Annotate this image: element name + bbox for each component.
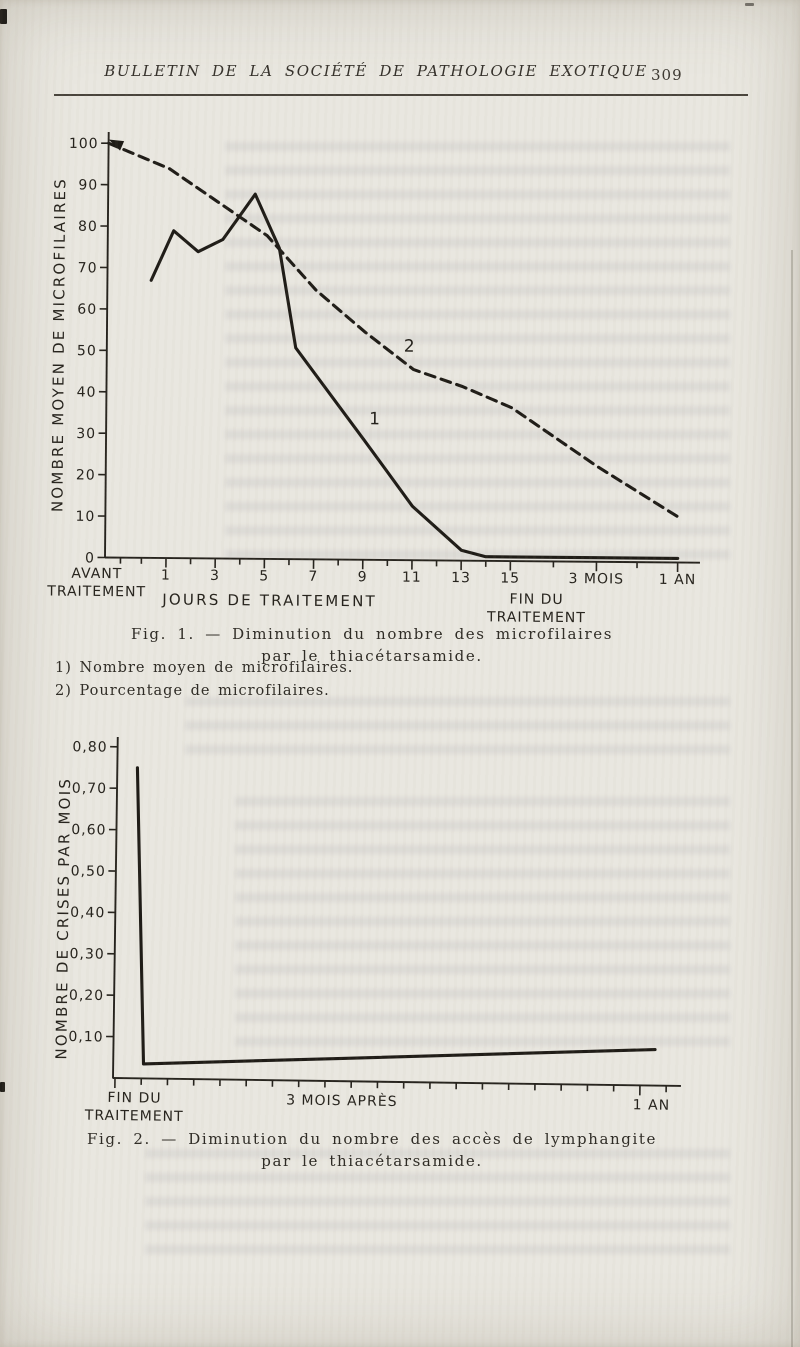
fig1-x-tick-label: 15 — [500, 570, 520, 586]
fig1-series-1-label: 1 — [369, 409, 380, 429]
fig2-x-axis — [112, 1077, 681, 1087]
fig2-y-tick-label: 0,10 — [68, 1029, 103, 1045]
fig1-x-end-label: TRAITEMENT — [486, 609, 586, 626]
fig1-legend-item-1: 1) Nombre moyen de microfilaires. — [55, 660, 354, 676]
fig2-x-tick-label: TRAITEMENT — [84, 1108, 184, 1125]
scan-speck — [0, 9, 7, 24]
fig2-y-tick-label: 0,80 — [72, 739, 107, 755]
fig1-x-tick-label: 5 — [259, 568, 269, 584]
fig2-x-tick-label: 1 AN — [633, 1097, 671, 1114]
fig1-series-2-label: 2 — [404, 337, 415, 357]
fig2-x-tick-label: 3 MOIS APRÈS — [286, 1091, 398, 1110]
fig2-x-tick-label: FIN DU — [107, 1090, 161, 1107]
fig2-y-tick-label: 0,70 — [72, 781, 107, 797]
fig1-legend: 1) Nombre moyen de microfilaires. 2) Pou… — [55, 657, 353, 703]
fig1-x-axis — [104, 556, 700, 564]
page-edge-shadow — [791, 250, 793, 1347]
fig1-y-axis — [104, 132, 110, 559]
fig2-plot: 0,80 0,70 0,60 0,50 0,40 0,30 0,20 0,10 FIN DUTR… — [52, 737, 681, 1125]
fig1-x-tick-label: 3 MOIS — [569, 571, 625, 587]
fig2-y-axis — [112, 737, 119, 1079]
fig1-y-tick-label: 40 — [77, 385, 97, 401]
fig1-x-tick-label: 11 — [402, 570, 422, 586]
fig1-x-tick-label: 9 — [358, 569, 368, 585]
scan-speck — [745, 3, 754, 6]
header-rule — [54, 94, 748, 96]
page-number: 309 — [651, 66, 683, 84]
fig2-y-tick-label: 0,60 — [71, 822, 106, 838]
fig1-y-tick-label: 90 — [78, 177, 98, 193]
fig1-x-tick-label: 7 — [308, 569, 318, 585]
fig1-x-tick-label: 13 — [451, 570, 471, 586]
fig1-series-1-line — [149, 192, 680, 560]
fig2-caption-line2: par le thiacétarsamide. — [261, 1152, 483, 1170]
fig1-x-start-label: AVANT — [71, 566, 122, 582]
fig2-y-axis-title: NOMBRE DE CRISES PAR MOIS — [52, 777, 74, 1060]
fig1-y-tick-label: 0 — [85, 550, 95, 566]
fig1-series-2-line — [107, 141, 680, 519]
fig1-y-tick-label: 50 — [77, 343, 97, 359]
fig1-y-axis-title: NOMBRE MOYEN DE MICROFILAIRES — [48, 177, 69, 512]
fig2-caption-line1: Fig. 2. — Diminution du nombre des accès… — [87, 1130, 657, 1148]
fig1-x-start-label: TRAITEMENT — [46, 583, 146, 600]
fig1-y-tick-label: 80 — [78, 219, 98, 235]
fig1-caption-line2: par le thiacétarsamide. — [261, 647, 483, 665]
fig2-series-line — [135, 766, 657, 1066]
fig2-y-tick-label: 0,40 — [70, 905, 105, 921]
fig1-x-end-label: FIN DU — [510, 592, 564, 608]
fig1-x-axis-title: JOURS DE TRAITEMENT — [161, 590, 377, 610]
fig1-y-tick-label: 70 — [78, 260, 98, 276]
fig1-legend-item-2: 2) Pourcentage de microfilaires. — [55, 683, 330, 699]
fig1-y-tick-label: 20 — [76, 467, 96, 483]
fig1-x-tick-label: 1 AN — [659, 572, 697, 588]
fig1-x-tick-label: 3 — [210, 568, 220, 584]
fig1-y-tick-label: 30 — [76, 426, 96, 442]
scan-speck — [0, 1082, 5, 1092]
fig2-y-tick-label: 0,30 — [69, 946, 104, 962]
fig1-y-tick-label: 10 — [75, 509, 95, 525]
fig1-x-tick-label: 1 — [161, 567, 171, 583]
fig1-caption-line1: Fig. 1. — Diminution du nombre des micro… — [130, 625, 613, 643]
fig2-y-tick-label: 0,20 — [69, 988, 104, 1004]
fig1-y-tick-label: 100 — [69, 136, 99, 152]
fig1-y-tick-label: 60 — [77, 302, 97, 318]
journal-running-head: BULLETIN DE LA SOCIÉTÉ DE PATHOLOGIE EXO… — [104, 62, 648, 80]
fig2-y-tick-label: 0,50 — [71, 863, 106, 879]
fig1-series-2-arrowhead — [108, 139, 125, 151]
